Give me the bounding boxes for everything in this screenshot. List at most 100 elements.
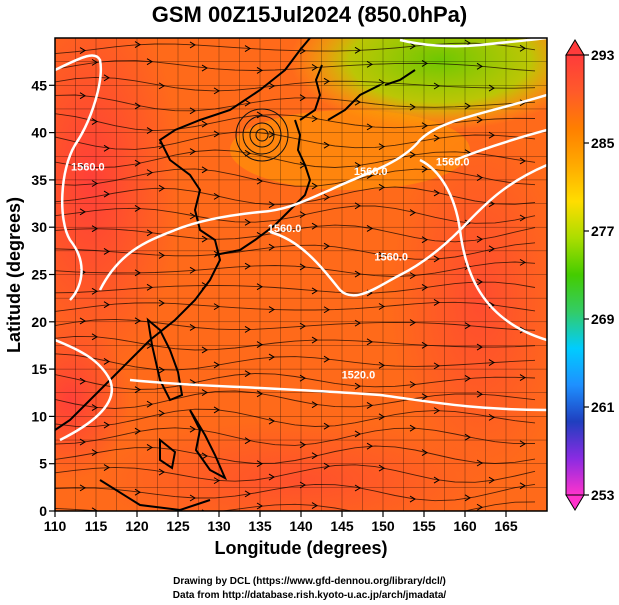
streamline-arrow	[409, 319, 416, 327]
streamline	[55, 373, 536, 390]
streamline-arrow	[268, 417, 275, 425]
streamline-arrow	[103, 248, 110, 255]
streamline-arrow	[79, 47, 86, 54]
streamline-arrow	[147, 511, 152, 517]
streamline-arrow	[421, 449, 428, 457]
streamline-arrow	[103, 421, 110, 429]
streamline-arrow	[256, 283, 263, 291]
streamline-arrow	[134, 488, 141, 496]
streamline-arrow	[476, 503, 483, 511]
y-tick-label: 15	[31, 361, 47, 377]
streamline-arrow	[354, 484, 361, 492]
streamline-arrow	[256, 341, 263, 349]
streamline-arrow	[146, 283, 153, 291]
streamline-arrow	[103, 74, 110, 82]
streamline-arrow	[366, 338, 373, 346]
streamline-arrow	[158, 299, 165, 307]
credit-data: Data from http://database.rish.kyoto-u.a…	[172, 590, 447, 601]
streamline-arrow	[354, 382, 361, 390]
streamline-arrow	[409, 495, 416, 503]
streamline-arrow	[421, 236, 428, 244]
streamline-arrow	[311, 287, 318, 295]
streamline-arrow	[299, 322, 306, 330]
streamline-arrow	[519, 374, 526, 382]
streamline-arrow	[268, 473, 275, 481]
streamline-arrow	[134, 386, 141, 394]
temperature-field: 1560.0 1560.0 1560.0 1560.0 1560.0 1520.0	[55, 38, 547, 517]
streamline-arrow	[421, 283, 428, 291]
streamline-arrow	[433, 134, 440, 142]
y-tick-label: 0	[39, 503, 47, 519]
streamline-arrow	[409, 209, 416, 217]
contour-labels: 1560.0 1560.0 1560.0 1560.0 1560.0 1520.0	[71, 157, 470, 382]
streamline-arrow	[158, 184, 165, 192]
contour-label: 1560.0	[436, 157, 470, 169]
streamline-arrow	[189, 324, 196, 331]
streamline-arrow	[201, 64, 208, 72]
streamline-arrow	[201, 166, 208, 174]
streamline	[55, 42, 536, 55]
streamline-arrow	[311, 115, 318, 123]
streamline-arrow	[244, 326, 251, 333]
streamline-arrow	[256, 390, 263, 398]
streamline-arrow	[134, 205, 141, 212]
streamline-arrow	[134, 317, 141, 325]
streamline-arrow	[134, 159, 141, 167]
streamline-arrow	[91, 287, 98, 295]
streamline	[55, 149, 536, 169]
streamline-arrow	[268, 82, 275, 90]
streamline-arrow	[433, 476, 440, 484]
colorbar-tick-label: 285	[591, 135, 615, 151]
streamline-arrow	[244, 437, 251, 445]
streamline-arrow	[409, 381, 416, 388]
streamline-arrow	[519, 258, 526, 266]
streamline-arrow	[354, 46, 361, 54]
streamline-arrow	[464, 375, 471, 382]
x-tick-label: 145	[330, 518, 354, 534]
streamline-arrow	[366, 123, 373, 131]
x-tick-label: 120	[125, 518, 149, 534]
streamline-arrow	[311, 64, 318, 71]
streamline-arrow	[476, 235, 483, 243]
colorbar-tick-label: 277	[591, 223, 615, 239]
streamline-arrow	[378, 413, 385, 421]
streamline-arrow	[244, 218, 251, 226]
streamline-arrow	[134, 269, 141, 277]
streamline-arrow	[366, 225, 373, 232]
y-tick-label: 25	[31, 267, 47, 283]
streamline-arrow	[91, 180, 98, 187]
streamline-arrow	[323, 77, 330, 85]
streamline-arrow	[158, 468, 165, 476]
streamline-arrow	[91, 333, 98, 341]
streamline-arrow	[354, 430, 361, 438]
colorbar-ticks: 253 261 269 277 285 293	[584, 47, 615, 503]
x-axis-ticks: 110 115 120 125 130 135 140 145 150 155 160 165	[44, 511, 518, 534]
streamline-arrow	[268, 353, 275, 361]
streamline	[55, 464, 536, 483]
streamline-arrow	[79, 484, 86, 492]
chart-title: GSM 00Z15Jul2024 (850.0hPa)	[151, 2, 468, 27]
streamline-arrow	[146, 169, 153, 177]
streamline-arrow	[189, 41, 196, 49]
streamline-arrow	[409, 424, 416, 432]
streamline	[55, 483, 536, 502]
x-tick-label: 160	[453, 518, 477, 534]
streamline-arrow	[354, 161, 361, 169]
streamline-arrow	[323, 242, 330, 250]
streamline-arrow	[323, 462, 330, 470]
streamline-arrow	[488, 413, 495, 421]
streamline-arrow	[354, 270, 361, 278]
streamline-arrow	[421, 393, 428, 401]
contour-label: 1560.0	[374, 251, 408, 263]
streamline-arrow	[366, 402, 373, 409]
streamline-arrow	[421, 122, 428, 130]
x-tick-label: 150	[371, 518, 395, 534]
streamline-arrow	[201, 452, 208, 460]
streamline-arrow	[519, 214, 526, 222]
streamline-arrow	[311, 336, 318, 344]
streamline-arrow	[433, 255, 440, 263]
streamline-arrow	[244, 149, 251, 157]
streamline-arrow	[103, 464, 110, 471]
streamline-arrow	[323, 193, 330, 201]
